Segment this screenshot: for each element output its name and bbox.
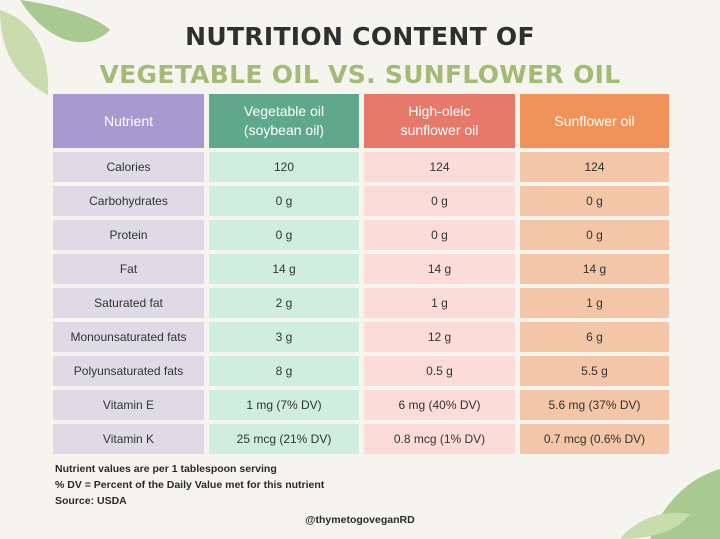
row-6-vegetable: 8 g: [209, 356, 359, 386]
row-5-nutrient: Monounsaturated fats: [53, 322, 204, 352]
footnote-serving: Nutrient values are per 1 tablespoon ser…: [55, 463, 277, 475]
row-2-nutrient: Protein: [53, 220, 204, 250]
row-6-nutrient: Polyunsaturated fats: [53, 356, 204, 386]
row-0-nutrient: Calories: [53, 152, 204, 182]
row-5-vegetable: 3 g: [209, 322, 359, 352]
row-1-vegetable: 0 g: [209, 186, 359, 216]
row-7-vegetable: 1 mg (7% DV): [209, 390, 359, 420]
row-2-high-oleic: 0 g: [364, 220, 515, 250]
leaf-top-left-icon: [0, 0, 110, 95]
footnotes: Nutrient values are per 1 tablespoon ser…: [55, 461, 324, 509]
row-1-high-oleic: 0 g: [364, 186, 515, 216]
row-8-high-oleic: 0.8 mcg (1% DV): [364, 424, 515, 454]
header-high-oleic-sunflower-oil: High-oleic sunflower oil: [364, 94, 515, 148]
row-0-vegetable: 120: [209, 152, 359, 182]
title-line-2: VEGETABLE OIL VS. SUNFLOWER OIL: [99, 60, 621, 89]
row-5-sunflower: 6 g: [520, 322, 669, 352]
row-2-vegetable: 0 g: [209, 220, 359, 250]
row-3-nutrient: Fat: [53, 254, 204, 284]
author-handle: @thymetogoveganRD: [305, 514, 415, 526]
row-4-high-oleic: 1 g: [364, 288, 515, 318]
leaf-bottom-right-icon: [620, 469, 720, 539]
row-8-nutrient: Vitamin K: [53, 424, 204, 454]
row-8-sunflower: 0.7 mcg (0.6% DV): [520, 424, 669, 454]
row-1-sunflower: 0 g: [520, 186, 669, 216]
row-1-nutrient: Carbohydrates: [53, 186, 204, 216]
row-3-high-oleic: 14 g: [364, 254, 515, 284]
row-0-high-oleic: 124: [364, 152, 515, 182]
footnote-source: Source: USDA: [55, 495, 127, 507]
row-0-sunflower: 124: [520, 152, 669, 182]
row-2-sunflower: 0 g: [520, 220, 669, 250]
row-4-sunflower: 1 g: [520, 288, 669, 318]
row-7-nutrient: Vitamin E: [53, 390, 204, 420]
header-high-oleic-label: High-oleic sunflower oil: [400, 103, 479, 138]
row-7-sunflower: 5.6 mg (37% DV): [520, 390, 669, 420]
row-7-high-oleic: 6 mg (40% DV): [364, 390, 515, 420]
nutrition-table: Nutrient Vegetable oil (soybean oil) High…: [53, 94, 669, 454]
row-3-vegetable: 14 g: [209, 254, 359, 284]
row-3-sunflower: 14 g: [520, 254, 669, 284]
row-6-sunflower: 5.5 g: [520, 356, 669, 386]
header-vegetable-oil: Vegetable oil (soybean oil): [209, 94, 359, 148]
footnote-dv: % DV = Percent of the Daily Value met fo…: [55, 479, 325, 491]
row-8-vegetable: 25 mcg (21% DV): [209, 424, 359, 454]
header-sunflower-oil: Sunflower oil: [520, 94, 669, 148]
row-5-high-oleic: 12 g: [364, 322, 515, 352]
title-line-1: NUTRITION CONTENT OF: [185, 22, 535, 51]
row-4-nutrient: Saturated fat: [53, 288, 204, 318]
header-nutrient: Nutrient: [53, 94, 204, 148]
row-4-vegetable: 2 g: [209, 288, 359, 318]
header-vegetable-oil-label: Vegetable oil (soybean oil): [243, 103, 325, 138]
row-6-high-oleic: 0.5 g: [364, 356, 515, 386]
